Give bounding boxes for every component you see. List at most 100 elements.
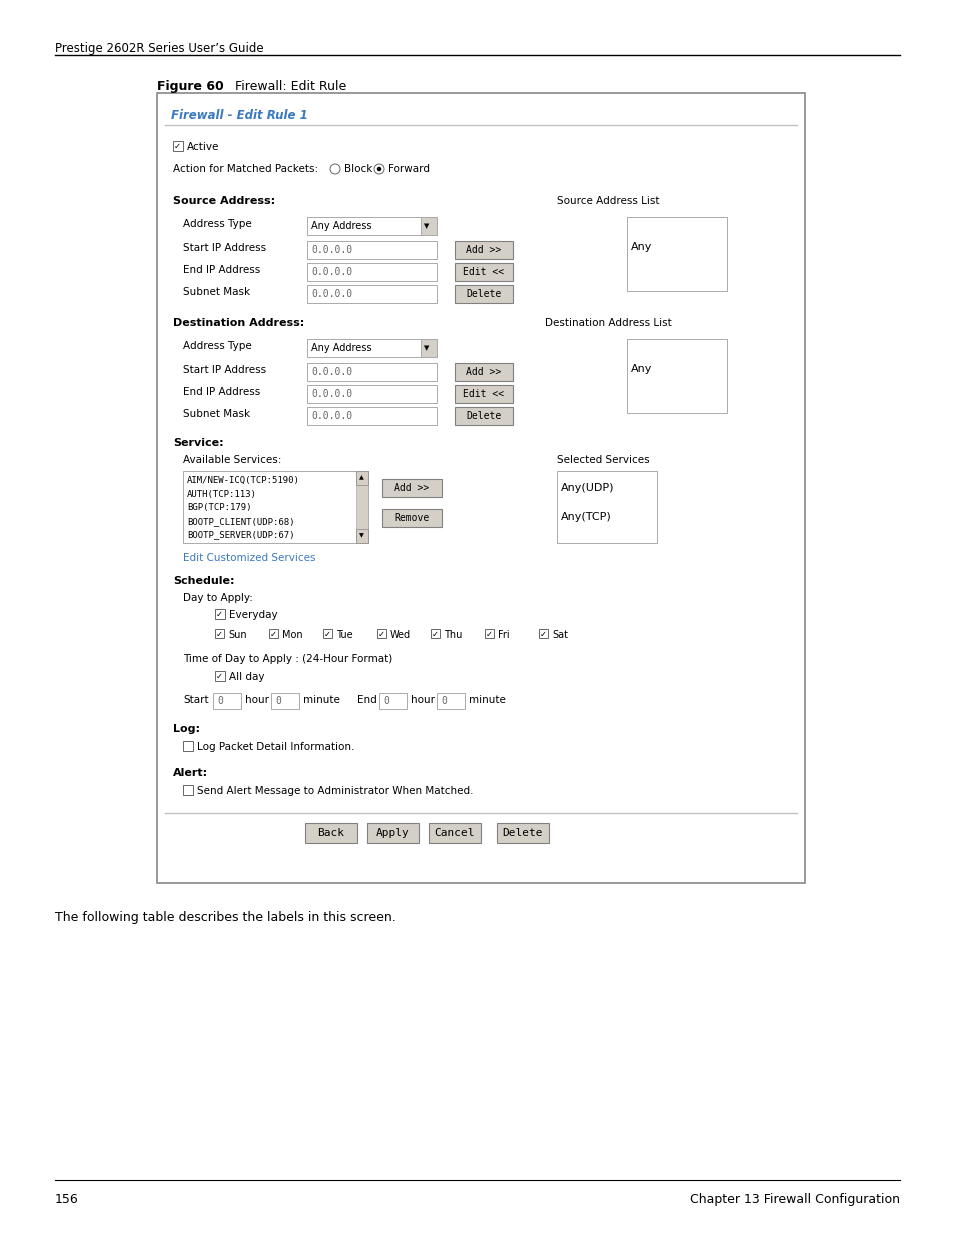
Text: Delete: Delete (466, 411, 501, 421)
Text: End IP Address: End IP Address (183, 266, 260, 275)
Text: Add >>: Add >> (394, 483, 429, 493)
FancyBboxPatch shape (213, 693, 241, 709)
Text: Prestige 2602R Series User’s Guide: Prestige 2602R Series User’s Guide (55, 42, 263, 56)
FancyBboxPatch shape (455, 385, 513, 403)
Text: Block: Block (344, 164, 372, 174)
Text: ✓: ✓ (215, 610, 223, 619)
Text: Log Packet Detail Information.: Log Packet Detail Information. (196, 742, 354, 752)
FancyBboxPatch shape (307, 217, 436, 235)
Text: Source Address:: Source Address: (172, 196, 274, 206)
FancyBboxPatch shape (497, 823, 548, 844)
Text: Start: Start (183, 695, 209, 705)
Text: AIM/NEW-ICQ(TCP:5190): AIM/NEW-ICQ(TCP:5190) (187, 475, 299, 485)
FancyBboxPatch shape (214, 609, 225, 619)
Text: Firewall - Edit Rule 1: Firewall - Edit Rule 1 (171, 109, 308, 122)
Text: Remove: Remove (394, 513, 429, 522)
Text: Alert:: Alert: (172, 768, 208, 778)
Text: Send Alert Message to Administrator When Matched.: Send Alert Message to Administrator When… (196, 785, 473, 797)
Text: Address Type: Address Type (183, 341, 252, 351)
FancyBboxPatch shape (307, 241, 436, 259)
Text: 0.0.0.0: 0.0.0.0 (311, 245, 352, 254)
Text: ▼: ▼ (423, 345, 429, 351)
FancyBboxPatch shape (183, 471, 368, 543)
Text: Service:: Service: (172, 438, 223, 448)
Text: Start IP Address: Start IP Address (183, 243, 266, 253)
Text: minute: minute (303, 695, 339, 705)
FancyBboxPatch shape (436, 693, 464, 709)
FancyBboxPatch shape (420, 338, 436, 357)
Text: Add >>: Add >> (466, 245, 501, 254)
Text: 0: 0 (274, 697, 280, 706)
FancyBboxPatch shape (172, 141, 183, 151)
Text: ▼: ▼ (358, 534, 363, 538)
FancyBboxPatch shape (626, 217, 726, 291)
FancyBboxPatch shape (157, 93, 804, 883)
FancyBboxPatch shape (455, 363, 513, 382)
FancyBboxPatch shape (183, 741, 193, 751)
Text: Time of Day to Apply : (24-Hour Format): Time of Day to Apply : (24-Hour Format) (183, 655, 392, 664)
Text: Forward: Forward (388, 164, 430, 174)
Text: AUTH(TCP:113): AUTH(TCP:113) (187, 489, 256, 499)
FancyBboxPatch shape (429, 823, 480, 844)
Text: ✓: ✓ (270, 630, 276, 638)
Text: Edit <<: Edit << (463, 267, 504, 277)
Circle shape (374, 164, 384, 174)
Text: Figure 60: Figure 60 (157, 80, 224, 93)
Text: Any Address: Any Address (311, 343, 371, 353)
Text: Sat: Sat (552, 630, 567, 640)
Text: Any(TCP): Any(TCP) (560, 513, 611, 522)
Text: Any: Any (630, 242, 652, 252)
Text: Sun: Sun (228, 630, 247, 640)
Text: Action for Matched Packets:: Action for Matched Packets: (172, 164, 317, 174)
Text: Delete: Delete (466, 289, 501, 299)
Text: Start IP Address: Start IP Address (183, 366, 266, 375)
Circle shape (330, 164, 339, 174)
Circle shape (376, 167, 381, 172)
Text: ✓: ✓ (324, 630, 331, 638)
Text: 0: 0 (440, 697, 446, 706)
FancyBboxPatch shape (381, 509, 441, 527)
Text: 0.0.0.0: 0.0.0.0 (311, 367, 352, 377)
Text: Any Address: Any Address (311, 221, 371, 231)
Text: ✓: ✓ (215, 630, 223, 638)
Text: Subnet Mask: Subnet Mask (183, 409, 250, 419)
Text: minute: minute (469, 695, 505, 705)
Text: Delete: Delete (502, 827, 542, 839)
FancyBboxPatch shape (355, 471, 368, 485)
FancyBboxPatch shape (455, 408, 513, 425)
FancyBboxPatch shape (431, 629, 439, 638)
Text: Edit Customized Services: Edit Customized Services (183, 553, 315, 563)
Text: Available Services:: Available Services: (183, 454, 281, 466)
Text: Firewall: Edit Rule: Firewall: Edit Rule (234, 80, 346, 93)
FancyBboxPatch shape (307, 338, 436, 357)
Text: 156: 156 (55, 1193, 79, 1207)
FancyBboxPatch shape (538, 629, 547, 638)
Text: BOOTP_CLIENT(UDP:68): BOOTP_CLIENT(UDP:68) (187, 516, 294, 526)
FancyBboxPatch shape (455, 241, 513, 259)
Text: Day to Apply:: Day to Apply: (183, 593, 253, 603)
FancyBboxPatch shape (455, 263, 513, 282)
FancyBboxPatch shape (420, 217, 436, 235)
FancyBboxPatch shape (455, 285, 513, 303)
Text: BGP(TCP:179): BGP(TCP:179) (187, 503, 252, 513)
Text: Thu: Thu (443, 630, 462, 640)
Text: hour: hour (245, 695, 269, 705)
FancyBboxPatch shape (557, 471, 657, 543)
Text: Tue: Tue (335, 630, 353, 640)
FancyBboxPatch shape (626, 338, 726, 412)
FancyBboxPatch shape (269, 629, 277, 638)
Text: Back: Back (317, 827, 344, 839)
FancyBboxPatch shape (307, 285, 436, 303)
Text: BOOTP_SERVER(UDP:67): BOOTP_SERVER(UDP:67) (187, 530, 294, 540)
Text: ✓: ✓ (432, 630, 438, 638)
Text: Destination Address List: Destination Address List (544, 317, 671, 329)
Text: Schedule:: Schedule: (172, 576, 234, 585)
FancyBboxPatch shape (484, 629, 494, 638)
FancyBboxPatch shape (214, 629, 224, 638)
Text: 0: 0 (382, 697, 389, 706)
Text: 0.0.0.0: 0.0.0.0 (311, 267, 352, 277)
Text: ✓: ✓ (173, 142, 181, 151)
Text: Source Address List: Source Address List (557, 196, 659, 206)
Text: Mon: Mon (282, 630, 302, 640)
Text: 0.0.0.0: 0.0.0.0 (311, 411, 352, 421)
